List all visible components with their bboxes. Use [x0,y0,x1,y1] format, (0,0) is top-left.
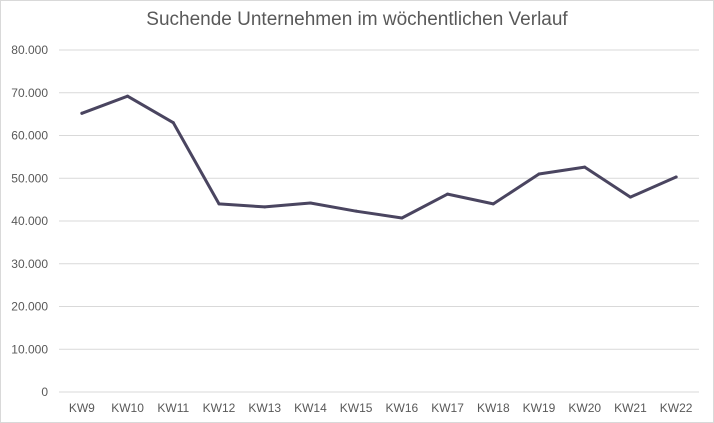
x-tick-label: KW22 [660,401,693,415]
data-point [80,111,84,115]
data-point [628,195,632,199]
x-tick-label: KW16 [386,401,419,415]
y-tick-label: 70.000 [11,86,48,100]
y-tick-label: 20.000 [11,300,48,314]
data-point [674,175,678,179]
x-tick-label: KW10 [111,401,144,415]
y-tick-label: 50.000 [11,171,48,185]
x-tick-label: KW19 [523,401,556,415]
x-tick-label: KW15 [340,401,373,415]
x-tick-label: KW20 [568,401,601,415]
y-tick-label: 80.000 [11,43,48,57]
y-tick-label: 60.000 [11,129,48,143]
data-point [446,192,450,196]
data-point [491,202,495,206]
y-tick-label: 40.000 [11,214,48,228]
data-point [354,209,358,213]
data-point [583,165,587,169]
data-point [263,205,267,209]
data-point [217,202,221,206]
data-point [400,216,404,220]
y-tick-label: 30.000 [11,257,48,271]
x-tick-label: KW13 [248,401,281,415]
x-tick-label: KW17 [431,401,464,415]
x-tick-label: KW9 [69,401,95,415]
x-tick-label: KW14 [294,401,327,415]
x-tick-label: KW12 [203,401,236,415]
data-point [308,201,312,205]
data-point [537,172,541,176]
data-point [171,121,175,125]
x-tick-label: KW11 [157,401,189,415]
y-tick-label: 0 [41,385,48,399]
x-tick-label: KW21 [614,401,647,415]
y-tick-label: 10.000 [11,342,48,356]
chart-title: Suchende Unternehmen im wöchentlichen Ve… [146,9,568,30]
series-line [80,94,678,220]
x-tick-label: KW18 [477,401,510,415]
data-point [126,94,130,98]
